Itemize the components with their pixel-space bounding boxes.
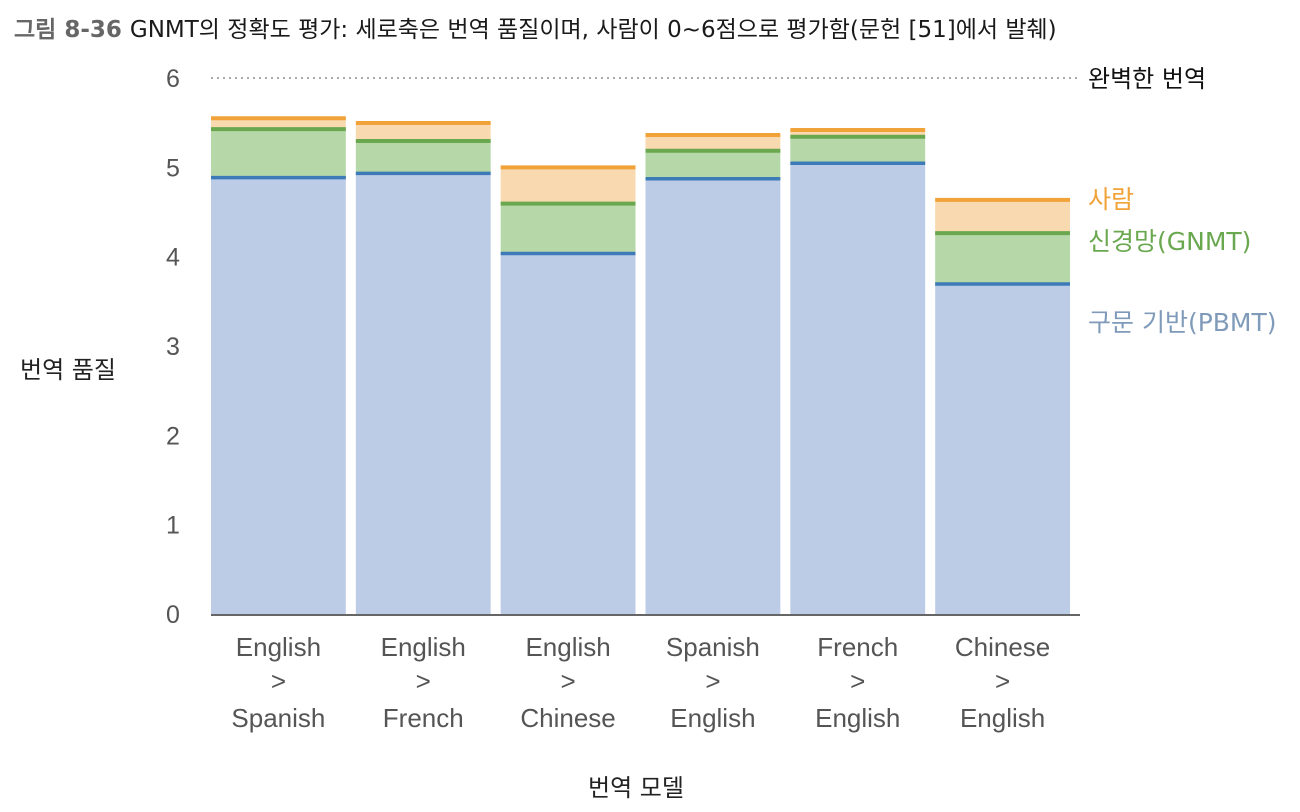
bar-gnmt-segment <box>645 150 781 179</box>
x-tick-label: > <box>705 666 720 696</box>
x-tick-label: French <box>817 632 898 662</box>
y-tick-label: 3 <box>166 333 180 361</box>
perfect-translation-label: 완벽한 번역 <box>1088 65 1206 93</box>
bar-gnmt-segment <box>935 233 1070 285</box>
y-tick-label: 5 <box>166 154 180 182</box>
x-tick-label: > <box>995 666 1010 696</box>
x-tick-label: > <box>271 666 286 696</box>
x-tick-label: Spanish <box>666 632 760 662</box>
x-tick-label: English <box>960 703 1045 733</box>
x-tick-label: English <box>815 703 900 733</box>
bar-human-segment <box>355 123 491 141</box>
bar-human-segment <box>935 199 1070 234</box>
x-tick-label: > <box>560 666 575 696</box>
gridline-layer <box>211 77 1080 616</box>
y-tick-label: 6 <box>166 65 180 93</box>
y-tick-label: 1 <box>166 512 180 540</box>
x-tick-label: Chinese <box>955 632 1050 662</box>
bar-pbmt-segment <box>645 178 781 614</box>
bar-pbmt-segment <box>500 253 636 615</box>
bar-gnmt-segment <box>355 140 491 174</box>
x-tick-label: English <box>381 632 466 662</box>
bar-human-segment <box>500 167 636 204</box>
x-axis-title: 번역 모델 <box>588 774 684 802</box>
bar-pbmt-segment <box>355 173 491 614</box>
bars-layer <box>211 116 1070 615</box>
x-tick-label: Chinese <box>520 703 615 733</box>
y-tick-labels: 0 1 2 3 4 5 6 <box>166 65 180 629</box>
bar-pbmt-segment <box>211 177 346 614</box>
legend-entry-1: 신경망(GNMT) <box>1088 227 1251 256</box>
figure-caption: 그림 8-36 GNMT의 정확도 평가: 세로축은 번역 품질이며, 사람이 0… <box>14 10 1057 44</box>
x-tick-label: > <box>416 666 431 696</box>
y-tick-label: 4 <box>166 244 180 272</box>
bar-gnmt-segment <box>500 203 636 254</box>
bar-pbmt-segment <box>935 284 1070 614</box>
bar-human-segment <box>645 134 781 151</box>
caption-text: GNMT의 정확도 평가: 세로축은 번역 품질이며, 사람이 0~6점으로 평… <box>129 17 1057 43</box>
x-tick-label: Spanish <box>231 703 325 733</box>
figure-number: 그림 8-36 <box>14 17 122 43</box>
x-tick-label: English <box>236 632 321 662</box>
y-axis-title: 번역 품질 <box>20 356 116 384</box>
x-tick-label: French <box>383 703 464 733</box>
bar-gnmt-segment <box>790 136 926 164</box>
x-tick-label: English <box>670 703 755 733</box>
legend-entry-2: 사람 <box>1088 185 1134 214</box>
bar-human-segment <box>790 129 926 137</box>
bar-pbmt-segment <box>790 163 926 614</box>
x-tick-labels: English > Spanish English > French English > Chi… <box>231 632 1050 733</box>
bar-human-segment <box>211 118 346 130</box>
y-tick-label: 0 <box>166 601 180 629</box>
y-tick-label: 2 <box>166 422 180 450</box>
bar-gnmt-segment <box>211 129 346 178</box>
x-tick-label: English <box>525 632 610 662</box>
x-tick-label: > <box>850 666 865 696</box>
legend-entry-0: 구문 기반(PBMT) <box>1088 308 1277 337</box>
